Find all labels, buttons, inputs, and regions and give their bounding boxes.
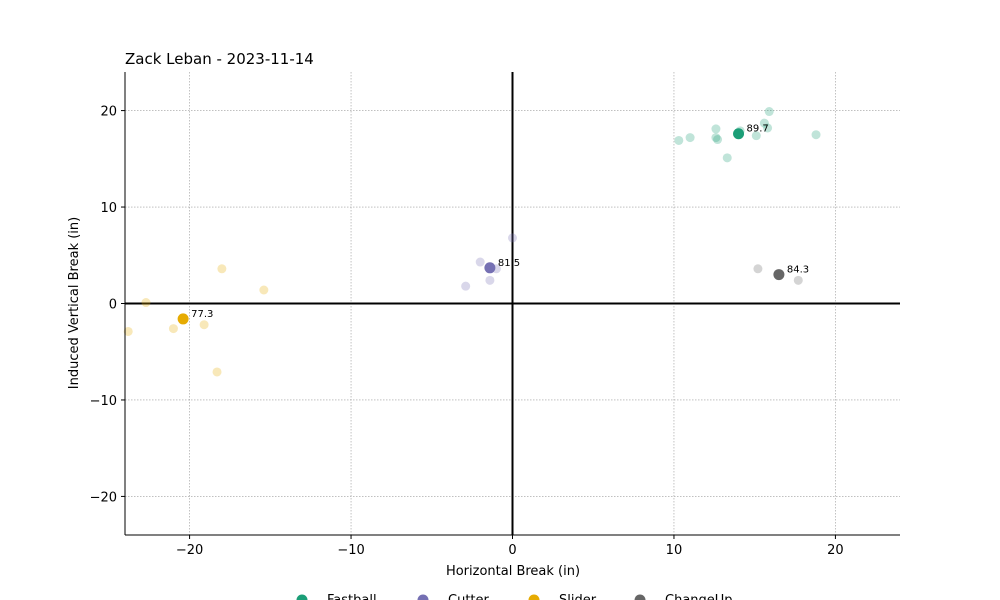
fastball-mean-label: 89.7 — [747, 124, 769, 135]
cutter-mean-point — [484, 262, 496, 274]
changeup-point — [793, 275, 803, 285]
fastball-point — [722, 153, 732, 163]
fastball-point — [759, 118, 769, 128]
legend-label-fastball: Fastball — [327, 593, 377, 600]
legend-marker-cutter — [417, 594, 429, 600]
fastball-point — [711, 124, 721, 134]
y-tick-label: −20 — [90, 490, 117, 505]
legend: Fastball Cutter Slider ChangeUp — [296, 593, 733, 600]
slider-point — [212, 367, 222, 377]
legend-label-slider: Slider — [559, 593, 597, 600]
mean-points: 89.7 81.5 77.3 84.3 — [177, 124, 809, 325]
fastball-point — [713, 135, 723, 145]
slider-point — [217, 264, 227, 274]
data-points — [123, 107, 821, 377]
y-tick-label: 20 — [100, 105, 117, 120]
fastball-point — [711, 133, 721, 143]
cutter-mean-label: 81.5 — [498, 258, 520, 269]
changeup-mean-point — [773, 269, 785, 281]
slider-mean-point — [177, 313, 189, 325]
legend-marker-fastball — [296, 594, 308, 600]
changeup-mean-label: 84.3 — [787, 265, 809, 276]
fastball-point — [751, 131, 761, 141]
fastball-point — [685, 133, 695, 143]
cutter-point — [485, 275, 495, 285]
slider-point — [141, 298, 151, 308]
slider-point — [199, 320, 209, 330]
cutter-point — [475, 257, 485, 267]
slider-point — [123, 326, 133, 336]
x-tick-label: 10 — [666, 543, 683, 558]
x-tick-label: −10 — [337, 543, 364, 558]
axis-ticks: −20 −10 0 10 20 −20 −10 0 10 20 — [90, 105, 844, 558]
zero-lines — [125, 72, 900, 535]
y-tick-label: 0 — [109, 298, 117, 313]
cutter-point — [461, 281, 471, 291]
y-axis-label: Induced Vertical Break (in) — [67, 217, 82, 390]
legend-label-changeup: ChangeUp — [665, 593, 733, 600]
slider-point — [259, 285, 269, 295]
y-tick-label: −10 — [90, 394, 117, 409]
x-tick-label: 20 — [827, 543, 844, 558]
changeup-point — [753, 264, 763, 274]
fastball-point — [764, 107, 774, 117]
fastball-point — [674, 135, 684, 145]
legend-marker-changeup — [634, 594, 646, 600]
legend-label-cutter: Cutter — [448, 593, 490, 600]
x-tick-label: 0 — [508, 543, 516, 558]
slider-mean-label: 77.3 — [191, 309, 213, 320]
cutter-point — [508, 233, 517, 243]
legend-marker-slider — [528, 594, 540, 600]
chart-title: Zack Leban - 2023-11-14 — [125, 50, 314, 68]
slider-point — [168, 324, 178, 334]
x-axis-label: Horizontal Break (in) — [446, 564, 580, 579]
x-tick-label: −20 — [176, 543, 203, 558]
fastball-mean-point — [733, 128, 745, 140]
fastball-point — [811, 130, 821, 140]
fastball-point — [763, 123, 773, 133]
y-tick-label: 10 — [100, 201, 117, 216]
